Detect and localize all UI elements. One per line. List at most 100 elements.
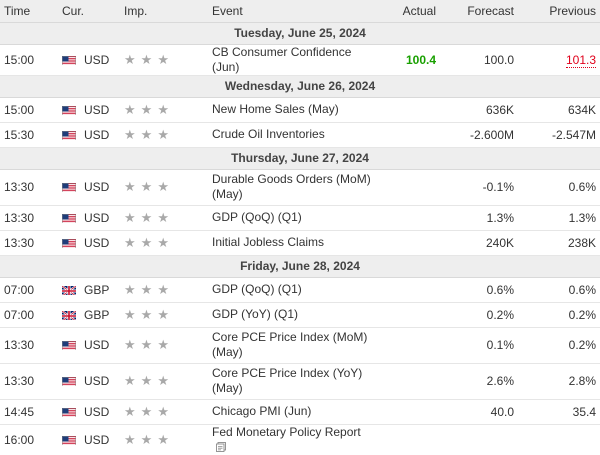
- day-header-row: Wednesday, June 26, 2024: [0, 75, 600, 98]
- event-actual: [376, 97, 440, 123]
- event-previous: [518, 424, 600, 455]
- importance-stars: ★ ★ ★: [124, 53, 169, 66]
- event-name-cell[interactable]: Chicago PMI (Jun): [208, 399, 376, 425]
- star-icon: ★: [157, 234, 169, 250]
- event-actual: [376, 327, 440, 364]
- star-icon: ★: [157, 209, 169, 225]
- event-name-link[interactable]: GDP (QoQ) (Q1): [212, 282, 302, 296]
- currency-wrap: GBP: [62, 308, 116, 322]
- event-row[interactable]: 13:30 USD ★ ★ ★ Initial Jobless Claims 240K 238…: [0, 230, 600, 256]
- star-icon: ★: [157, 126, 169, 142]
- event-name-cell[interactable]: Initial Jobless Claims: [208, 230, 376, 256]
- event-name-cell[interactable]: GDP (YoY) (Q1): [208, 302, 376, 328]
- previous-value: 0.2%: [568, 307, 596, 322]
- event-name-cell[interactable]: Core PCE Price Index (YoY) (May): [208, 363, 376, 400]
- previous-value: 634K: [567, 102, 596, 117]
- currency-code: USD: [84, 404, 110, 419]
- event-actual: [376, 169, 440, 206]
- importance-stars: ★ ★ ★: [124, 103, 169, 116]
- currency-code: USD: [84, 432, 110, 447]
- importance-stars: ★ ★ ★: [124, 433, 169, 446]
- column-header-previous[interactable]: Previous: [518, 0, 600, 23]
- star-icon: ★: [140, 234, 153, 250]
- star-icon: ★: [140, 101, 153, 117]
- column-header-currency[interactable]: Cur.: [58, 0, 120, 23]
- event-name-cell[interactable]: GDP (QoQ) (Q1): [208, 277, 376, 303]
- star-icon: ★: [140, 209, 153, 225]
- event-row[interactable]: 15:00 USD ★ ★ ★ CB Consumer Confidence (Jun) 1…: [0, 44, 600, 76]
- event-row[interactable]: 14:45 USD ★ ★ ★ Chicago PMI (Jun) 40.0 35.4: [0, 399, 600, 425]
- event-name-cell[interactable]: Core PCE Price Index (MoM) (May): [208, 327, 376, 364]
- us-flag-icon: [62, 213, 76, 223]
- event-time: 15:30: [0, 122, 58, 148]
- column-header-actual[interactable]: Actual: [376, 0, 440, 23]
- event-forecast: 0.6%: [440, 277, 518, 303]
- event-name-link[interactable]: Chicago PMI (Jun): [212, 404, 312, 418]
- previous-value: 35.4: [572, 404, 596, 419]
- event-previous: 35.4: [518, 399, 600, 425]
- event-actual: [376, 205, 440, 231]
- event-name-cell[interactable]: New Home Sales (May): [208, 97, 376, 123]
- event-row[interactable]: 07:00 GBP ★ ★ ★ GDP (QoQ) (Q1) 0.6% 0.6%: [0, 277, 600, 303]
- event-name-link[interactable]: New Home Sales (May): [212, 102, 339, 116]
- star-icon: ★: [157, 179, 169, 194]
- event-name-link[interactable]: GDP (QoQ) (Q1): [212, 210, 302, 224]
- currency-code: GBP: [84, 282, 110, 297]
- currency-wrap: USD: [62, 103, 116, 117]
- previous-value: 2.8%: [568, 374, 596, 388]
- event-name-link[interactable]: Fed Monetary Policy Report: [212, 424, 361, 439]
- day-header-row: Friday, June 28, 2024: [0, 255, 600, 278]
- event-row[interactable]: 13:30 USD ★ ★ ★ GDP (QoQ) (Q1) 1.3% 1.3%: [0, 205, 600, 231]
- event-name-cell[interactable]: CB Consumer Confidence (Jun): [208, 44, 376, 76]
- event-name-link[interactable]: Crude Oil Inventories: [212, 127, 325, 141]
- event-row[interactable]: 13:30 USD ★ ★ ★ Core PCE Price Index (MoM) (M…: [0, 327, 600, 364]
- event-row[interactable]: 16:00 USD ★ ★ ★ Fed Monetary Policy Report: [0, 424, 600, 455]
- column-header-importance[interactable]: Imp.: [120, 0, 208, 23]
- event-name-cell[interactable]: Crude Oil Inventories: [208, 122, 376, 148]
- event-time: 07:00: [0, 302, 58, 328]
- event-row[interactable]: 07:00 GBP ★ ★ ★ GDP (YoY) (Q1) 0.2% 0.2%: [0, 302, 600, 328]
- star-icon: ★: [140, 431, 153, 447]
- currency-code: USD: [84, 127, 110, 142]
- previous-value: 0.2%: [568, 338, 596, 352]
- star-icon: ★: [140, 306, 153, 322]
- importance-stars: ★ ★ ★: [124, 236, 169, 249]
- event-row[interactable]: 15:30 USD ★ ★ ★ Crude Oil Inventories -2.600M -…: [0, 122, 600, 148]
- us-flag-icon: [62, 435, 76, 445]
- star-icon: ★: [157, 403, 169, 419]
- event-name-link[interactable]: CB Consumer Confidence (Jun): [212, 44, 352, 74]
- event-currency-cell: GBP: [58, 302, 120, 328]
- us-flag-icon: [62, 238, 76, 248]
- event-row[interactable]: 13:30 USD ★ ★ ★ Durable Goods Orders (MoM) (M…: [0, 169, 600, 206]
- currency-wrap: USD: [62, 338, 116, 352]
- event-row[interactable]: 13:30 USD ★ ★ ★ Core PCE Price Index (YoY) (M…: [0, 363, 600, 400]
- event-actual: [376, 424, 440, 455]
- us-flag-icon: [62, 105, 76, 115]
- star-icon: ★: [140, 51, 153, 67]
- column-header-event[interactable]: Event: [208, 0, 376, 23]
- previous-value: 0.6%: [568, 282, 596, 297]
- star-icon: ★: [157, 337, 169, 352]
- event-name-link[interactable]: Initial Jobless Claims: [212, 235, 325, 249]
- event-time: 15:00: [0, 97, 58, 123]
- column-header-time[interactable]: Time: [0, 0, 58, 23]
- event-name-cell[interactable]: GDP (QoQ) (Q1): [208, 205, 376, 231]
- event-row[interactable]: 15:00 USD ★ ★ ★ New Home Sales (May) 636K 634K: [0, 97, 600, 123]
- event-previous: 0.2%: [518, 302, 600, 328]
- calendar-body: Tuesday, June 25, 2024 15:00 USD ★ ★ ★ CB Cons…: [0, 22, 600, 455]
- column-header-forecast[interactable]: Forecast: [440, 0, 518, 23]
- event-name-cell[interactable]: Durable Goods Orders (MoM) (May): [208, 169, 376, 206]
- star-icon: ★: [140, 281, 153, 297]
- star-icon: ★: [124, 209, 136, 225]
- event-time: 15:00: [0, 44, 58, 76]
- event-name-link[interactable]: GDP (YoY) (Q1): [212, 307, 299, 321]
- event-name-link[interactable]: Durable Goods Orders (MoM) (May): [212, 172, 371, 201]
- event-name-cell[interactable]: Fed Monetary Policy Report: [208, 424, 376, 455]
- event-name-link[interactable]: Core PCE Price Index (MoM) (May): [212, 330, 368, 359]
- star-icon: ★: [157, 306, 169, 322]
- previous-value[interactable]: 101.3: [565, 52, 596, 68]
- uk-flag-icon: [62, 284, 76, 295]
- event-forecast: 40.0: [440, 399, 518, 425]
- currency-wrap: USD: [62, 374, 116, 388]
- event-name-link[interactable]: Core PCE Price Index (YoY) (May): [212, 366, 363, 395]
